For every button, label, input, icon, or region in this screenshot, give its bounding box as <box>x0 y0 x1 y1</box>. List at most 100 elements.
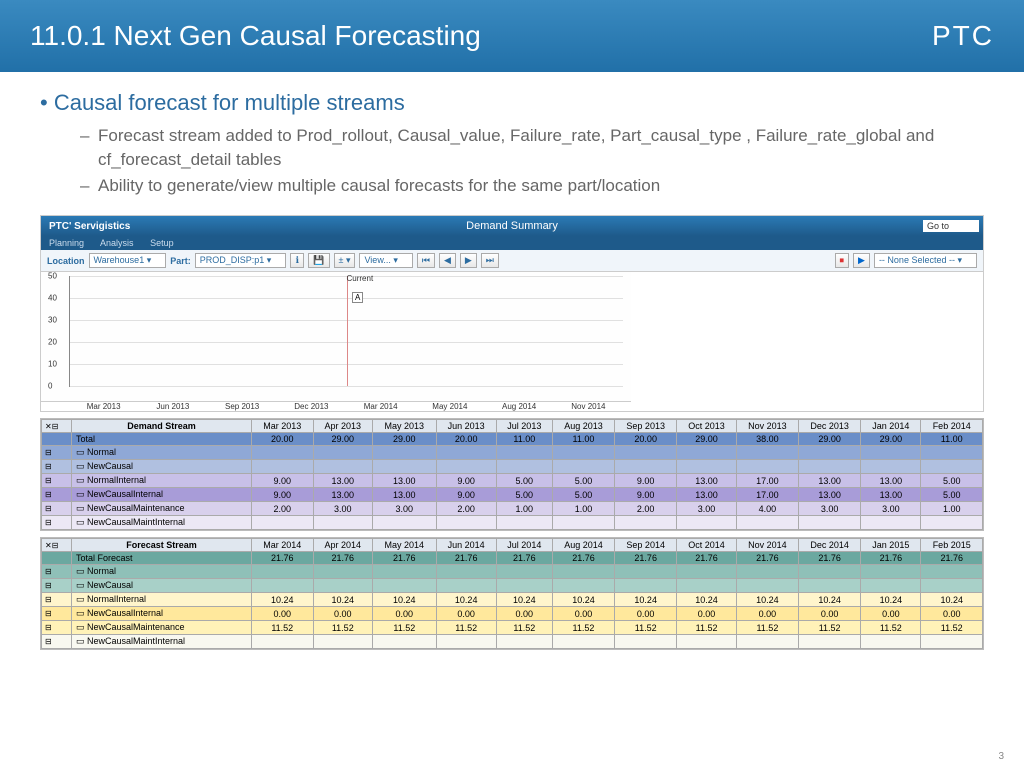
stream-label: ▭ NewCausalInternal <box>72 488 252 502</box>
goto-input[interactable]: Go to <box>923 220 979 232</box>
page-number: 3 <box>998 751 1004 762</box>
data-cell: 2.00 <box>252 502 314 516</box>
nav-first-button[interactable]: ⏮ <box>417 253 435 268</box>
data-cell: 0.00 <box>861 607 921 621</box>
data-cell: 10.24 <box>313 593 372 607</box>
menu-analysis[interactable]: Analysis <box>100 238 134 248</box>
data-cell: 10.24 <box>921 593 983 607</box>
expand-toggle[interactable]: ⊟ <box>42 621 72 635</box>
expand-toggle[interactable]: ⊟ <box>42 565 72 579</box>
data-cell: 0.00 <box>373 607 437 621</box>
data-cell: 5.00 <box>552 488 614 502</box>
expand-toggle[interactable]: ⊟ <box>42 502 72 516</box>
data-cell: 5.00 <box>496 474 552 488</box>
stop-button[interactable]: ⏹ <box>835 253 850 268</box>
data-cell: 3.00 <box>313 502 372 516</box>
data-cell <box>436 579 496 593</box>
data-cell <box>436 516 496 530</box>
data-cell: 29.00 <box>313 433 372 446</box>
location-dropdown[interactable]: Warehouse1 ▾ <box>89 253 167 268</box>
data-cell <box>373 579 437 593</box>
view-dropdown[interactable]: View... ▾ <box>359 253 412 268</box>
expand-toggle[interactable]: ⊟ <box>42 593 72 607</box>
expand-toggle[interactable] <box>42 552 72 565</box>
data-cell: 29.00 <box>799 433 861 446</box>
data-cell: 13.00 <box>861 474 921 488</box>
expand-toggle[interactable]: ⊟ <box>42 488 72 502</box>
data-cell: 10.24 <box>736 593 798 607</box>
data-cell: 29.00 <box>861 433 921 446</box>
expand-toggle[interactable]: ⊟ <box>42 516 72 530</box>
data-cell <box>736 635 798 649</box>
data-cell: 13.00 <box>313 488 372 502</box>
data-cell: 9.00 <box>436 474 496 488</box>
data-cell: 10.24 <box>615 593 677 607</box>
demand-table-wrap: ✕⊟Demand StreamMar 2013Apr 2013May 2013J… <box>40 418 984 531</box>
stream-label: ▭ Normal <box>72 446 252 460</box>
menu-setup[interactable]: Setup <box>150 238 174 248</box>
data-cell: 21.76 <box>373 552 437 565</box>
data-cell <box>496 565 552 579</box>
data-cell: 17.00 <box>736 488 798 502</box>
info-button[interactable]: ℹ <box>290 253 304 268</box>
none-selected-dropdown[interactable]: -- None Selected -- ▾ <box>874 253 977 268</box>
data-cell <box>252 446 314 460</box>
expand-toggle[interactable]: ⊟ <box>42 474 72 488</box>
data-cell: 21.76 <box>921 552 983 565</box>
nav-last-button[interactable]: ⏭ <box>481 253 499 268</box>
expand-toggle[interactable] <box>42 433 72 446</box>
expand-toggle[interactable]: ⊟ <box>42 635 72 649</box>
data-cell <box>921 579 983 593</box>
data-cell <box>677 446 736 460</box>
nav-next-button[interactable]: ▶ <box>460 253 477 268</box>
save-button[interactable]: 💾 <box>308 253 329 268</box>
data-cell <box>552 446 614 460</box>
data-cell <box>496 635 552 649</box>
data-cell <box>252 516 314 530</box>
data-cell <box>496 446 552 460</box>
data-cell: 11.52 <box>252 621 314 635</box>
part-dropdown[interactable]: PROD_DISP:p1 ▾ <box>195 253 287 268</box>
data-cell: 21.76 <box>313 552 372 565</box>
expand-toggle[interactable]: ⊟ <box>42 460 72 474</box>
data-cell: 0.00 <box>799 607 861 621</box>
data-cell <box>677 635 736 649</box>
toggle-button[interactable]: ± ▾ <box>334 253 356 268</box>
data-cell <box>615 446 677 460</box>
data-cell: 2.00 <box>436 502 496 516</box>
data-cell: 9.00 <box>252 474 314 488</box>
data-cell <box>677 516 736 530</box>
data-cell <box>615 579 677 593</box>
stream-label: ▭ NewCausalMaintInternal <box>72 516 252 530</box>
data-cell: 10.24 <box>861 593 921 607</box>
part-label: Part: <box>170 256 191 266</box>
data-cell: 3.00 <box>861 502 921 516</box>
data-cell: 0.00 <box>313 607 372 621</box>
data-cell: 21.76 <box>736 552 798 565</box>
data-cell: 21.76 <box>436 552 496 565</box>
forecast-table-wrap: ✕⊟Forecast StreamMar 2014Apr 2014May 201… <box>40 537 984 650</box>
nav-prev-button[interactable]: ◀ <box>439 253 456 268</box>
data-cell <box>436 565 496 579</box>
data-cell <box>736 446 798 460</box>
data-cell <box>861 460 921 474</box>
data-cell: 13.00 <box>313 474 372 488</box>
data-cell: 13.00 <box>677 488 736 502</box>
data-cell <box>736 516 798 530</box>
data-cell: 0.00 <box>736 607 798 621</box>
data-cell <box>736 579 798 593</box>
expand-toggle[interactable]: ⊟ <box>42 579 72 593</box>
play-button[interactable]: ▶ <box>853 253 870 268</box>
expand-toggle[interactable]: ⊟ <box>42 446 72 460</box>
data-cell <box>677 579 736 593</box>
data-cell <box>861 446 921 460</box>
menu-planning[interactable]: Planning <box>49 238 84 248</box>
data-cell <box>313 446 372 460</box>
data-cell: 10.24 <box>436 593 496 607</box>
data-cell: 20.00 <box>252 433 314 446</box>
data-cell: 0.00 <box>252 607 314 621</box>
data-cell <box>799 446 861 460</box>
expand-toggle[interactable]: ⊟ <box>42 607 72 621</box>
stream-label: Total Forecast <box>72 552 252 565</box>
data-cell <box>373 565 437 579</box>
